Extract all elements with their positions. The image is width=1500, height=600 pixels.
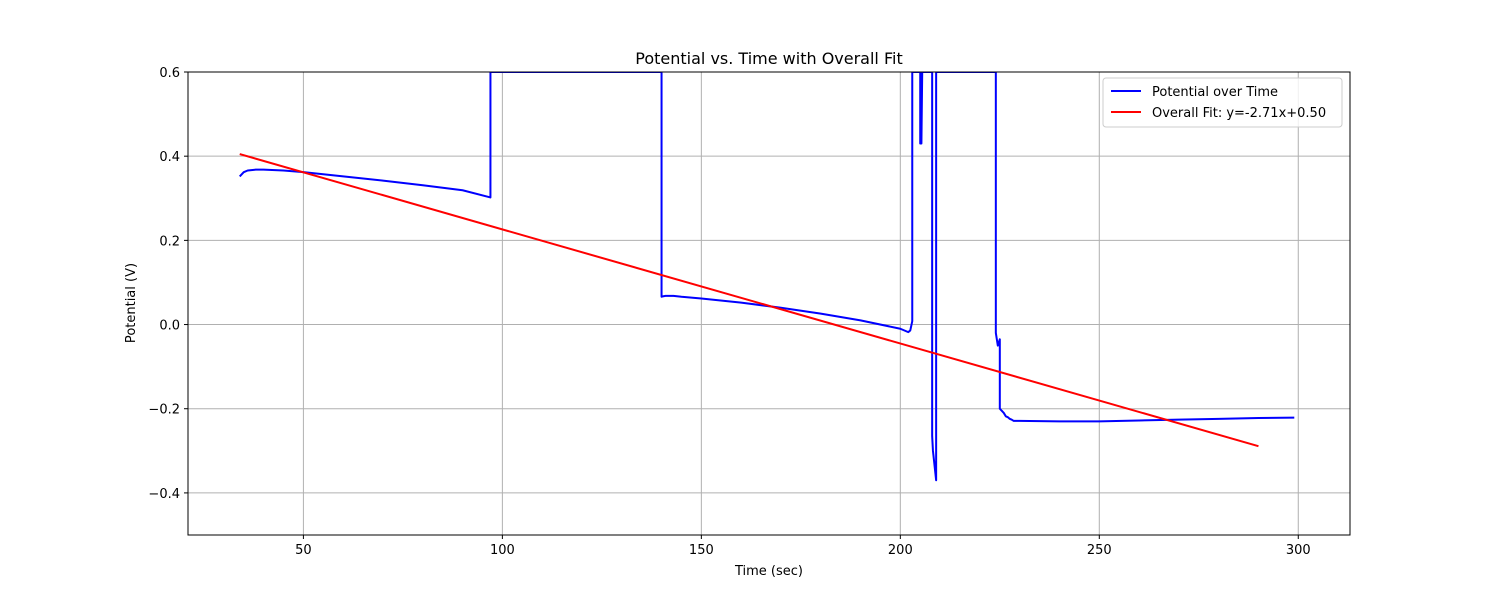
plot-frame (187, 71, 1351, 536)
series-potential-line (239, 72, 1295, 482)
y-axis: −0.4 −0.2 0.0 0.2 0.4 0.6 (148, 66, 188, 502)
y-axis-label: Potential (V) (124, 263, 139, 343)
y-tick-label: 0.6 (159, 66, 180, 81)
y-tick-label: 0.0 (159, 319, 180, 334)
x-tick-label: 100 (490, 543, 515, 558)
legend: Potential over Time Overall Fit: y=-2.71… (1102, 77, 1343, 128)
y-tick-label: 0.4 (159, 150, 180, 165)
legend-label-potential: Potential over Time (1152, 85, 1278, 100)
x-axis: 50 100 150 200 250 300 (295, 535, 1311, 558)
x-tick-label: 150 (689, 543, 714, 558)
chart-title: Potential vs. Time with Overall Fit (635, 49, 902, 68)
x-axis-label: Time (sec) (734, 564, 803, 579)
series-layer (239, 72, 1295, 482)
y-tick-label: −0.4 (148, 487, 180, 502)
x-tick-label: 250 (1087, 543, 1112, 558)
y-tick-label: −0.2 (148, 403, 180, 418)
x-tick-label: 50 (295, 543, 312, 558)
x-tick-label: 300 (1286, 543, 1311, 558)
series-fit-line (239, 153, 1259, 448)
grid (188, 71, 1350, 535)
legend-box (1102, 77, 1343, 128)
legend-label-fit: Overall Fit: y=-2.71x+0.50 (1152, 106, 1326, 121)
y-tick-label: 0.2 (159, 234, 180, 249)
x-tick-label: 200 (888, 543, 913, 558)
